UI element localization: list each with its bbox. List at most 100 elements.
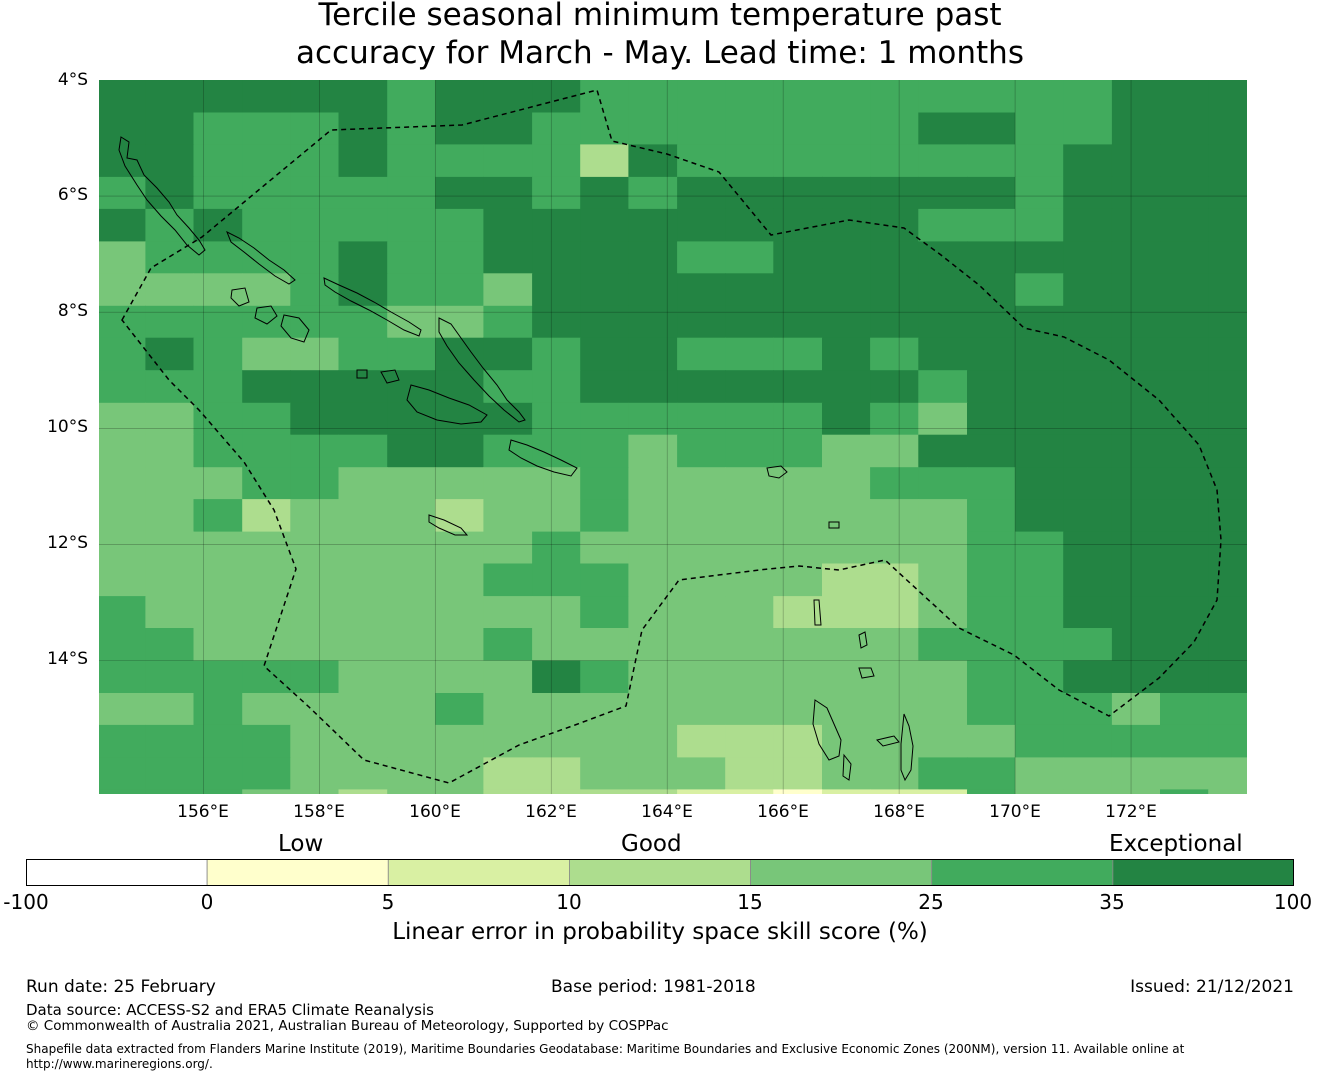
skill-cell (580, 628, 629, 662)
skill-cell (677, 789, 726, 794)
skill-cell (822, 337, 871, 371)
skill-cell (725, 724, 774, 758)
skill-cell (967, 273, 1016, 307)
skill-cell (725, 499, 774, 533)
skill-cell (725, 402, 774, 436)
skill-cell (677, 467, 726, 500)
skill-cell (483, 563, 533, 597)
skill-cell (435, 563, 484, 597)
island-ndeni (766, 465, 788, 479)
skill-cell (918, 724, 968, 758)
skill-cell (1160, 467, 1209, 500)
skill-cell (918, 241, 968, 274)
skill-cell (967, 112, 1016, 145)
skill-cell (290, 789, 339, 794)
skill-cell (483, 660, 533, 694)
skill-cell (532, 660, 581, 694)
skill-cell (1160, 241, 1209, 274)
skill-cell (242, 596, 291, 629)
skill-cell (435, 273, 484, 307)
skill-cell (435, 596, 484, 629)
skill-cell (338, 80, 388, 114)
skill-cell (1208, 80, 1247, 114)
skill-cell (242, 660, 291, 694)
skill-cell (290, 757, 339, 790)
skill-cell (145, 596, 195, 629)
lon-label-156e: 156°E (177, 802, 229, 822)
skill-cell (145, 563, 195, 597)
skill-cell (822, 370, 871, 404)
skill-cell (1063, 757, 1113, 790)
skill-cell (242, 628, 291, 662)
skill-cell (1111, 499, 1161, 533)
skill-cell (99, 563, 146, 597)
island-rennell (428, 514, 469, 536)
skill-cell (1208, 241, 1247, 274)
skill-cell (193, 80, 243, 114)
skill-cell (628, 273, 678, 307)
skill-cell (677, 628, 726, 662)
skill-cell (967, 724, 1016, 758)
skill-cell (387, 789, 436, 794)
skill-cell (99, 402, 146, 436)
skill-cell (967, 499, 1016, 533)
island-vella-lavella (230, 287, 250, 307)
lon-label-162e: 162°E (525, 802, 577, 822)
skill-cell (580, 402, 629, 436)
skill-cell (1208, 789, 1247, 794)
skill-cell (1111, 693, 1161, 726)
skill-cell (967, 693, 1016, 726)
skill-cell (242, 273, 291, 307)
skill-cell (677, 241, 726, 274)
skill-cell (145, 434, 195, 468)
skill-cell (918, 789, 968, 794)
skill-cell (193, 112, 243, 145)
skill-cell (387, 241, 436, 274)
skill-cell (1208, 531, 1247, 565)
skill-cell (483, 273, 533, 307)
skill-cell (1063, 273, 1113, 307)
skill-cell (725, 337, 774, 371)
skill-cell (1015, 789, 1064, 794)
skill-cell (483, 467, 533, 500)
skill-cell (435, 176, 484, 210)
skill-cell (870, 241, 919, 274)
issued-date: Issued: 21/12/2021 (1130, 977, 1294, 997)
skill-cell (822, 467, 871, 500)
skill-cell (725, 370, 774, 404)
skill-cell (532, 789, 581, 794)
skill-cell (677, 660, 726, 694)
skill-cell (1160, 208, 1209, 242)
lat-label-4s: 4°S (57, 70, 88, 90)
skill-cell (290, 693, 339, 726)
skill-cell (918, 563, 968, 597)
skill-cell (532, 628, 581, 662)
skill-cell (387, 434, 436, 468)
skill-cell (338, 596, 388, 629)
skill-cell (532, 724, 581, 758)
skill-cell (1111, 208, 1161, 242)
skill-cell (435, 434, 484, 468)
skill-cell (99, 208, 146, 242)
skill-cell (99, 241, 146, 274)
skill-cell (918, 176, 968, 210)
skill-cell (677, 596, 726, 629)
skill-cell (435, 208, 484, 242)
skill-cell (725, 660, 774, 694)
skill-cell (99, 370, 146, 404)
colorbar-border (26, 859, 1294, 886)
copyright: © Commonwealth of Australia 2021, Austra… (26, 1018, 669, 1034)
skill-cell (193, 563, 243, 597)
skill-cell (483, 402, 533, 436)
skill-cell (99, 112, 146, 145)
skill-cell (242, 370, 291, 404)
skill-cell (338, 628, 388, 662)
skill-cell (628, 434, 678, 468)
skill-cell (725, 693, 774, 726)
skill-cell (628, 337, 678, 371)
skill-cell (242, 434, 291, 468)
skill-cell (725, 563, 774, 597)
skill-cell (99, 724, 146, 758)
skill-cell (1063, 434, 1113, 468)
skill-cell (338, 208, 388, 242)
